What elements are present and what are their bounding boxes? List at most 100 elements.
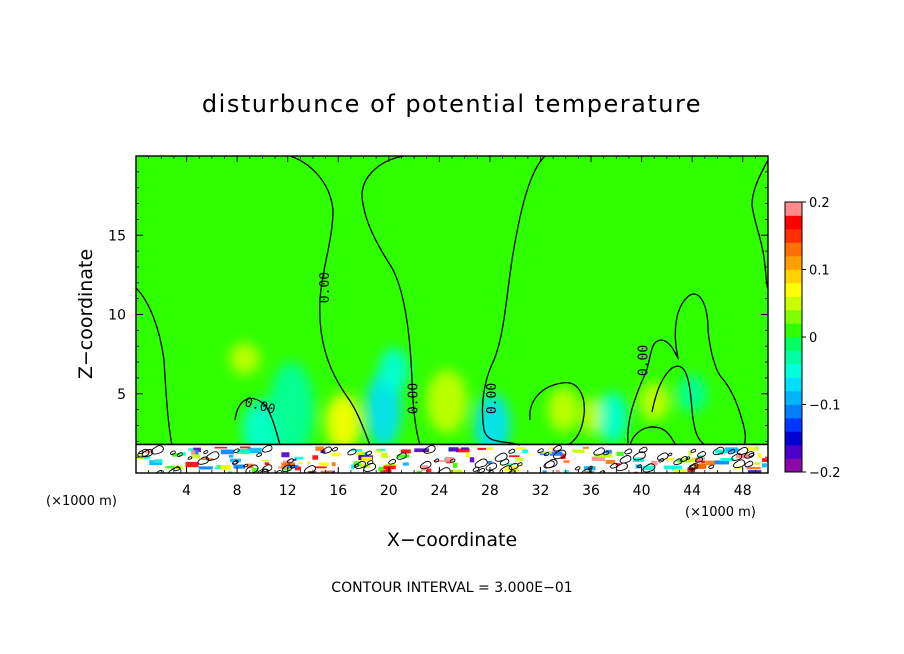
x-unit-label-left: (×1000 m) [46,494,117,509]
surface-patch [746,466,761,470]
surface-contour-squiggle [365,450,373,456]
x-tick-label: 24 [430,483,448,499]
surface-patch [560,453,566,460]
surface-patch [591,456,606,461]
colorbar-swatch [785,404,802,419]
surface-patch [247,447,262,454]
surface-contour-squiggle [736,446,749,456]
surface-patch [312,455,319,460]
surface-patch [691,457,696,460]
colorbar-swatch [785,350,802,365]
surface-patch [746,446,755,451]
colorbar-ticks: 0.2 0.1 0 −0.1 −0.2 [802,196,841,481]
contour-line [289,156,371,446]
anomaly-blob [426,369,468,434]
contour-line [629,426,677,446]
surface-contour-squiggle [261,444,273,453]
surface-contour-squiggle [169,450,176,455]
surface-contour-squiggle [642,463,656,473]
surface-patch [315,466,327,469]
surface-patch [427,468,432,473]
surface-patch [180,452,186,456]
colorbar-swatch [785,215,802,230]
anomaly-blob [378,347,410,393]
surface-patch [171,453,181,457]
surface-contour-squiggle [396,452,407,460]
surface-patch [705,460,715,466]
surface-contour-squiggle [748,452,754,457]
surface-contour-squiggle [544,459,558,469]
surface-contour-squiggle [537,448,544,453]
x-tick-label: 16 [329,483,347,499]
surface-patch [616,451,624,457]
surface-patch [754,462,761,465]
surface-contour-squiggle [155,469,165,473]
surface-patch [294,456,304,460]
chart-title: disturbunce of potential temperature [202,90,702,118]
surface-contour-squiggle [363,462,377,472]
colorbar-swatch [785,296,802,311]
surface-contour-squiggle [679,456,688,462]
surface-contour-squiggle [423,445,436,454]
surface-contour-squiggle [508,470,516,473]
colorbar [785,202,802,473]
contour-line [481,156,546,446]
surface-contour-squiggle [552,449,567,460]
anomaly-blob [580,396,602,435]
surface-contour-squiggle [388,458,397,465]
surface-contour-squiggle [744,451,755,459]
anomaly-blob [597,392,628,443]
colorbar-swatch [785,242,802,257]
colorbar-swatch [785,364,802,378]
surface-patch [240,446,251,449]
surface-patch [319,462,329,466]
surface-contour-squiggle [232,459,239,465]
surface-contour-squiggle [347,448,357,456]
surface-contour-squiggle [138,450,144,455]
surface-contour-squiggle [574,466,581,471]
surface-contour-squiggle [685,456,691,460]
y-tick-label: 15 [108,228,126,244]
surface-patch [584,471,595,473]
surface-patch [315,446,324,451]
colorbar-swatch [785,337,802,351]
surface-patch [220,449,234,455]
colorbar-tick-label: −0.2 [809,466,841,481]
y-tick-label: 5 [117,387,126,403]
surface-patch [461,447,469,450]
surface-patch [331,452,341,457]
surface-patch [694,463,707,469]
surface-contour-squiggle [141,448,154,458]
surface-contour-squiggle [478,467,486,473]
surface-contour-squiggle [508,462,519,471]
surface-contour-squiggle [733,459,746,469]
surface-patch [416,470,423,473]
surface-contour-squiggle [261,464,273,472]
surface-patch [246,463,254,469]
surface-patch [456,448,470,453]
contour-label: 0.00 [407,383,422,414]
surface-patch [292,458,297,461]
x-tick-label: 20 [380,483,398,499]
surface-patch [748,470,762,473]
surface-patch [282,460,290,463]
surface-patch [465,452,470,458]
surface-contour-squiggle [744,460,754,468]
surface-patch [264,462,270,466]
surface-patch [402,462,409,466]
surface-patch [233,464,245,469]
x-unit-label-right: (×1000 m) [685,505,756,520]
plot-area: 0.000.00 0.00 0.000.00 [136,156,768,473]
x-tick-label: 8 [233,483,242,499]
contour-label: 0.00 [318,272,333,303]
surface-patch [757,453,762,458]
surface-contour-squiggle [367,460,374,465]
surface-contour-squiggle [697,451,706,458]
x-tick-label: 36 [582,483,600,499]
x-tick-label: 40 [633,483,651,499]
surface-patch [307,461,311,464]
colorbar-swatch [785,458,802,473]
surface-contour-squiggle [619,455,632,464]
x-tick-label: 12 [279,483,297,499]
surface-contour-squiggle [419,460,432,470]
